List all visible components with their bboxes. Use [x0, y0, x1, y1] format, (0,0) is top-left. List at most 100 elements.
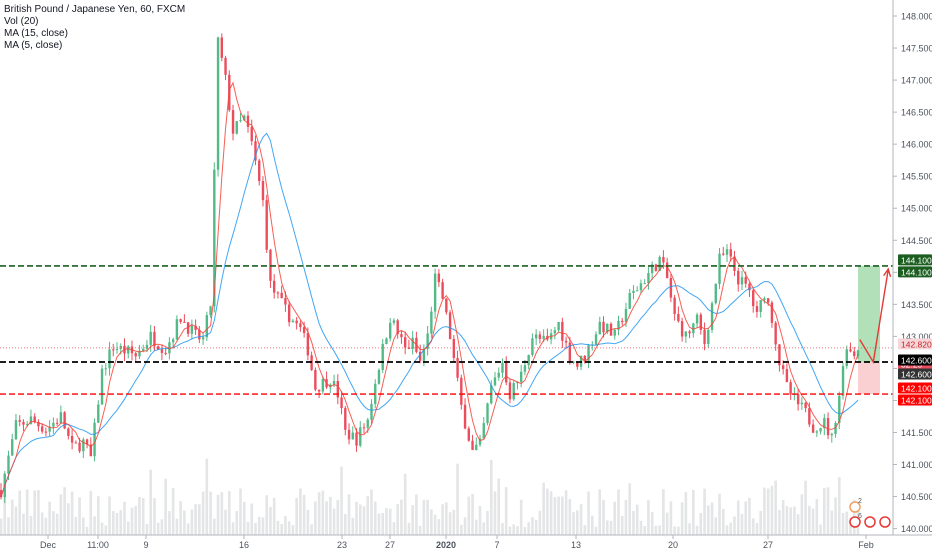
volume-bar: [306, 509, 310, 535]
volume-bar: [707, 505, 710, 535]
price-label-box-target: [898, 266, 932, 278]
candle-body: [287, 304, 291, 323]
volume-bar: [235, 511, 239, 535]
volume-bar: [662, 489, 665, 535]
volume-bar: [0, 518, 3, 535]
volume-bar: [33, 490, 36, 535]
candle-body: [583, 355, 587, 361]
candle-body: [658, 257, 661, 271]
time-tick-label: 23: [337, 540, 347, 550]
candle-body: [138, 350, 141, 357]
volume-bar: [130, 507, 134, 535]
time-tick-label: 13: [571, 540, 581, 550]
volume-bar: [272, 497, 276, 535]
time-tick-label: 11:00: [87, 540, 109, 550]
candle-body: [389, 322, 392, 339]
candle-body: [246, 115, 250, 127]
indicator-ma-5[interactable]: MA (5, close): [4, 40, 63, 51]
candle-body: [478, 438, 482, 445]
volume-bar: [620, 515, 624, 535]
price-axis[interactable]: 148.000 147.500 147.000 146.500 146.000 145.5…: [892, 0, 932, 535]
candle-body: [808, 408, 811, 425]
time-axis[interactable]: Dec 11:00 9 16 23 27 2020 7 13 20 27 Feb: [0, 534, 932, 550]
volume-bar: [392, 522, 396, 535]
price-label-box-entry: [898, 354, 932, 366]
candle-body: [145, 344, 149, 349]
candle-body: [688, 331, 691, 334]
candle-body: [0, 490, 3, 498]
price-tick-label: 144.500: [901, 236, 932, 246]
volume-bar: [14, 506, 18, 535]
volume-bar: [658, 525, 661, 535]
candle-body: [48, 426, 51, 432]
indicator-ma-15[interactable]: MA (15, close): [4, 28, 68, 39]
candle-body: [475, 444, 478, 450]
volume-bar: [755, 523, 759, 535]
candle-body: [493, 377, 497, 386]
candle-body: [557, 321, 560, 331]
price-label-box-current: [898, 338, 932, 350]
candle-body: [523, 365, 527, 372]
volume-bar: [546, 488, 549, 535]
candle-body: [789, 382, 792, 395]
volume-bar: [553, 497, 557, 535]
candle-body: [426, 333, 429, 349]
event-marker-icon: [879, 516, 891, 528]
candle-body: [733, 256, 736, 271]
volume-bar: [314, 501, 317, 535]
candle-body: [276, 292, 280, 294]
volume-bar: [837, 477, 841, 535]
price-label-target: 144.100: [901, 267, 932, 277]
candle-body: [804, 402, 807, 409]
candle-body: [433, 273, 437, 312]
volume-bar: [452, 509, 456, 535]
candle-body: [115, 348, 119, 350]
volume-bar: [321, 490, 325, 535]
volume-bar: [145, 523, 149, 535]
indicator-volume[interactable]: Vol (20): [4, 16, 39, 27]
event-count-label: 2: [858, 498, 862, 505]
candle-body: [340, 397, 343, 409]
candle-body: [392, 320, 396, 323]
volume-bar: [411, 505, 414, 535]
candle-body: [680, 321, 684, 337]
volume-bar: [104, 525, 108, 535]
candle-body: [710, 303, 714, 330]
volume-bar: [632, 510, 635, 535]
candle-body: [134, 353, 137, 357]
candle-body: [512, 383, 515, 400]
volume-bar: [744, 501, 748, 535]
candle-body: [374, 383, 377, 404]
volume-bar: [800, 494, 804, 535]
price-label-entry-2: 142.600: [901, 370, 932, 380]
volume-bar: [362, 506, 366, 535]
candle-body: [29, 416, 33, 425]
candle-body: [430, 311, 433, 334]
candle-body: [355, 432, 358, 446]
candle-body: [11, 439, 14, 456]
price-label-box-stop-2: [898, 394, 932, 406]
volume-bar: [677, 526, 680, 535]
volume-bar: [276, 520, 280, 535]
volume-bar: [695, 525, 699, 535]
volume-bar: [55, 513, 59, 535]
volume-bar: [673, 526, 676, 535]
candle-body: [718, 253, 721, 284]
price-label-box-entry-2: [898, 368, 932, 380]
volume-bar: [699, 512, 703, 535]
volume-bar: [587, 491, 590, 535]
symbol-title[interactable]: British Pound / Japanese Yen, 60, FXCM: [4, 4, 186, 15]
candle-body: [748, 283, 751, 291]
candle-body: [97, 404, 100, 423]
volume-bar: [209, 491, 212, 535]
candle-body: [104, 368, 107, 370]
event-marker-icon: [849, 516, 861, 528]
candle-body: [826, 418, 830, 436]
candle-body: [841, 366, 845, 396]
candle-body: [684, 331, 688, 337]
volume-bar: [721, 508, 725, 535]
volume-bar: [89, 490, 93, 535]
candle-body: [265, 200, 268, 250]
